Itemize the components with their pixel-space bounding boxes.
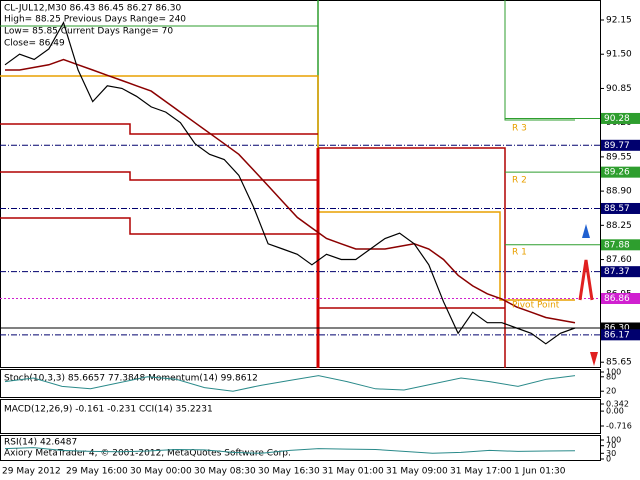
stoch-title: Stoch(10,3,3) 85.6657 77.3848 Momentum(1… <box>4 374 258 384</box>
series-line <box>4 375 576 392</box>
level-badge <box>601 139 640 151</box>
level-badge <box>601 112 640 124</box>
x-tick-label: 31 May 09:00 <box>386 467 448 477</box>
x-tick-label: 30 May 00:00 <box>130 467 192 477</box>
y-tick-label: 100 <box>606 368 621 377</box>
pivot-steps <box>0 0 575 368</box>
pivot-label: R 1 <box>512 248 527 258</box>
y-tick-label: 100 <box>606 436 621 445</box>
pivot-step <box>318 211 575 301</box>
x-tick-label: 31 May 17:00 <box>450 467 512 477</box>
y-tick-label: 30 <box>606 449 616 458</box>
x-tick-label: 29 May 16:00 <box>66 467 128 477</box>
macd-panel <box>0 399 601 434</box>
y-tick-label: 0 <box>606 455 611 464</box>
level-label: 86.86 <box>604 294 630 304</box>
series-line <box>5 58 576 324</box>
pivot-label: Pivot Point <box>512 301 560 311</box>
y-tick-label: 89.55 <box>606 152 632 162</box>
level-label: 90.28 <box>604 114 630 124</box>
info-line: CL-JUL12,M30 86.43 86.45 86.27 86.30 <box>4 4 181 14</box>
x-tick-label: 29 May 2012 <box>2 467 61 477</box>
info-line: Close= 86.49 <box>4 39 65 49</box>
info-block: CL-JUL12,M30 86.43 86.45 86.27 86.30 Hig… <box>4 4 186 49</box>
level-badge <box>601 166 640 178</box>
y-tick-label: 85.65 <box>606 358 632 368</box>
marks <box>0 21 600 345</box>
arrow-up <box>582 224 590 238</box>
series-line <box>4 447 576 454</box>
level-badge <box>601 266 640 278</box>
pivot-step <box>0 217 318 235</box>
x-tick-label: 31 May 01:00 <box>322 467 384 477</box>
pivot-step <box>0 123 318 135</box>
level-label: 89.77 <box>604 141 630 151</box>
series-line <box>4 21 576 345</box>
arrow <box>578 259 594 301</box>
copyright: Axiory MetaTrader 4, © 2001-2012, MetaQu… <box>4 449 291 459</box>
main-panel <box>0 0 601 368</box>
y-tick-label: 91.50 <box>606 50 632 60</box>
info-line: Low= 85.85 Current Days Range= 70 <box>4 27 173 37</box>
y-tick-label: 87.60 <box>606 255 632 265</box>
level-label: 86.30 <box>604 323 630 333</box>
y-tick-label: 0.00 <box>606 407 624 416</box>
arrow-down <box>590 352 598 366</box>
y-tick-label: 88.25 <box>606 221 632 231</box>
macd-title: MACD(12,26,9) -0.161 -0.231 CCI(14) 35.2… <box>4 405 213 415</box>
level-badge <box>601 202 640 214</box>
level-label: 88.57 <box>604 204 630 214</box>
level-badge <box>601 329 640 341</box>
rsi-panel <box>0 435 601 461</box>
level-badge <box>601 239 640 251</box>
y-tick-label: 80 <box>606 372 616 381</box>
level-badge <box>601 293 640 305</box>
pivot-label: R 2 <box>512 176 527 186</box>
level-label: 89.26 <box>604 168 630 178</box>
y-tick-label: 70 <box>606 441 616 450</box>
pivot-step <box>0 75 319 148</box>
level-label: 87.37 <box>604 267 630 277</box>
x-tick-label: 30 May 08:30 <box>194 467 256 477</box>
x-tick-label: 1 Jun 01:30 <box>514 467 566 477</box>
y-tick-label: 0.342 <box>606 400 629 409</box>
pivot-step <box>318 147 506 368</box>
info-line: High= 88.25 Previous Days Range= 240 <box>4 15 186 25</box>
x-tick-label: 30 May 16:30 <box>258 467 320 477</box>
level-label: 87.88 <box>604 240 630 250</box>
y-tick-label: 92.15 <box>606 16 632 26</box>
level-badge <box>601 322 640 334</box>
pivot-label: R 3 <box>512 124 527 134</box>
stoch-panel <box>0 369 601 398</box>
rsi-title: RSI(14) 42.6487 <box>4 438 77 448</box>
pivot-step <box>504 0 575 121</box>
y-tick-label: -0.716 <box>606 422 632 431</box>
y-tick-label: 20 <box>606 387 616 396</box>
y-tick-label: 90.85 <box>606 84 632 94</box>
pivot-step <box>0 171 318 181</box>
y-tick-label: 88.90 <box>606 187 632 197</box>
level-label: 86.17 <box>604 330 630 340</box>
